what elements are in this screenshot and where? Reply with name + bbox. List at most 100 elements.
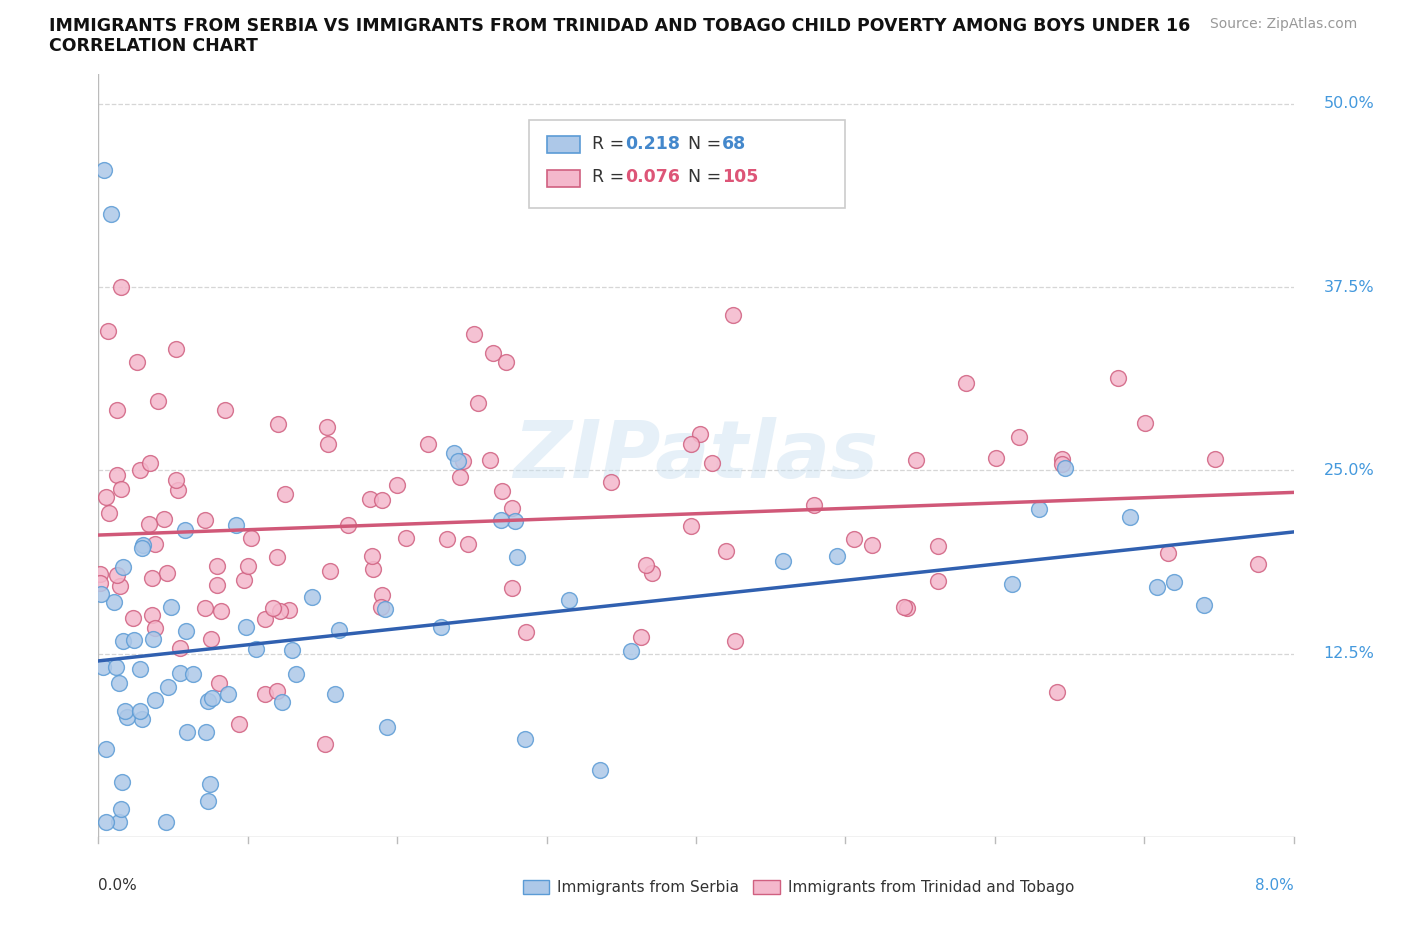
Point [557, 592, 579, 607]
Point [200, 631, 222, 646]
Point [328, 623, 350, 638]
Point [262, 601, 284, 616]
Point [217, 687, 239, 702]
Point [457, 537, 479, 551]
Point [197, 793, 219, 808]
Text: N =: N = [688, 168, 727, 186]
Point [371, 493, 394, 508]
Text: 25.0%: 25.0% [1323, 463, 1374, 478]
Point [139, 455, 162, 470]
Point [267, 416, 290, 431]
Point [271, 695, 294, 710]
Point [209, 604, 232, 618]
Point [679, 437, 702, 452]
Point [173, 523, 195, 538]
Point [277, 602, 299, 617]
Point [200, 690, 222, 705]
Point [145, 621, 167, 636]
Point [225, 517, 247, 532]
Point [323, 687, 346, 702]
Point [842, 532, 865, 547]
Point [370, 599, 392, 614]
Text: Immigrants from Trinidad and Tobago: Immigrants from Trinidad and Tobago [787, 880, 1074, 895]
Point [371, 588, 394, 603]
Point [447, 454, 470, 469]
Point [110, 578, 132, 593]
Point [316, 419, 339, 434]
Point [214, 403, 236, 418]
Point [107, 676, 129, 691]
Point [269, 604, 291, 618]
Point [904, 453, 927, 468]
Point [395, 530, 418, 545]
Point [491, 484, 513, 498]
Point [143, 692, 166, 707]
Point [165, 472, 187, 487]
Point [266, 684, 288, 698]
Point [361, 549, 384, 564]
Point [90, 586, 112, 601]
Point [1028, 501, 1050, 516]
Text: 37.5%: 37.5% [1323, 280, 1374, 295]
Point [1046, 684, 1069, 699]
Text: 0.218: 0.218 [626, 135, 681, 153]
Point [127, 354, 149, 369]
Point [443, 445, 465, 460]
Point [128, 662, 150, 677]
Text: 0.076: 0.076 [626, 168, 681, 186]
FancyBboxPatch shape [529, 120, 845, 207]
Point [176, 724, 198, 739]
Point [155, 815, 177, 830]
Point [274, 486, 297, 501]
Point [131, 711, 153, 726]
Point [115, 710, 138, 724]
Point [165, 341, 187, 356]
Point [240, 531, 263, 546]
Point [235, 619, 257, 634]
Point [111, 633, 134, 648]
Point [200, 777, 222, 791]
Point [105, 468, 128, 483]
Point [208, 676, 231, 691]
Point [630, 630, 652, 644]
Point [152, 512, 174, 526]
Point [111, 774, 134, 789]
Text: ZIPatlas: ZIPatlas [513, 417, 879, 495]
Point [721, 308, 744, 323]
Point [110, 802, 132, 817]
Point [143, 537, 166, 551]
Point [89, 576, 111, 591]
Point [194, 724, 217, 739]
Point [148, 393, 170, 408]
Point [169, 666, 191, 681]
Point [1146, 579, 1168, 594]
Point [93, 163, 115, 178]
Point [94, 489, 117, 504]
Text: 12.5%: 12.5% [1323, 646, 1374, 661]
Point [122, 632, 145, 647]
Point [451, 453, 474, 468]
Point [374, 602, 396, 617]
Point [1119, 510, 1142, 525]
Point [105, 568, 128, 583]
Text: N =: N = [688, 135, 727, 153]
Point [1157, 546, 1180, 561]
Point [110, 280, 132, 295]
Point [893, 600, 915, 615]
Point [131, 540, 153, 555]
Text: IMMIGRANTS FROM SERBIA VS IMMIGRANTS FROM TRINIDAD AND TOBAGO CHILD POVERTY AMON: IMMIGRANTS FROM SERBIA VS IMMIGRANTS FRO… [49, 17, 1191, 34]
Point [96, 742, 118, 757]
Point [91, 660, 114, 675]
Text: Immigrants from Serbia: Immigrants from Serbia [557, 880, 740, 895]
Point [375, 720, 398, 735]
Point [588, 763, 610, 777]
Point [515, 624, 537, 639]
Point [194, 600, 217, 615]
Point [449, 469, 471, 484]
Point [156, 565, 179, 580]
Point [281, 643, 304, 658]
Point [111, 560, 134, 575]
Point [94, 815, 117, 830]
Point [319, 564, 342, 578]
FancyBboxPatch shape [547, 169, 581, 187]
